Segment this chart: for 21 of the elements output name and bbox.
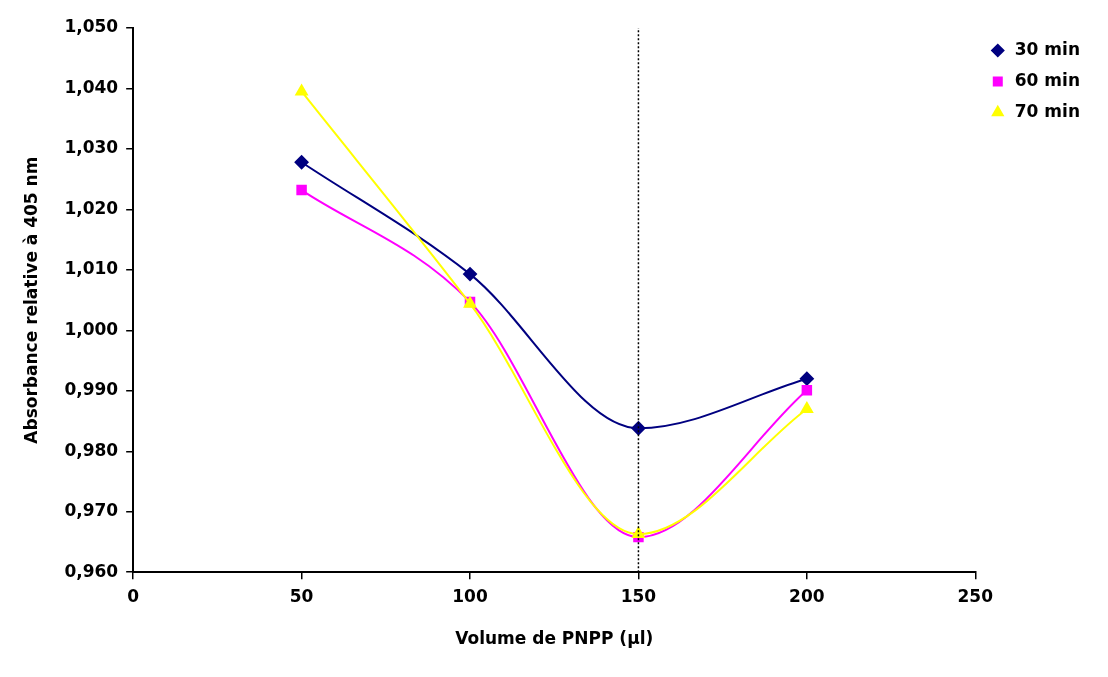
y-tick-label: 1,000 — [64, 318, 119, 339]
y-tick-label: 1,050 — [64, 16, 119, 37]
legend-label: 70 min — [1014, 100, 1081, 121]
y-tick-label: 1,030 — [64, 137, 119, 158]
x-tick-label: 150 — [620, 585, 657, 606]
y-tick-label: 1,010 — [64, 258, 119, 279]
y-tick-label: 0,990 — [64, 379, 119, 400]
legend-label: 60 min — [1014, 69, 1081, 90]
y-tick-label: 0,980 — [64, 439, 119, 460]
x-tick-label: 100 — [452, 585, 488, 606]
x-tick-label: 200 — [789, 585, 825, 606]
x-tick-label: 50 — [289, 585, 314, 606]
y-tick-label: 1,020 — [64, 197, 119, 218]
x-tick-label: 0 — [127, 585, 140, 606]
y-tick-label: 1,040 — [64, 76, 119, 97]
y-tick-label: 0,970 — [64, 500, 119, 521]
y-tick-label: 0,960 — [64, 560, 119, 581]
x-tick-label: 250 — [957, 585, 994, 606]
legend-label: 30 min — [1014, 38, 1081, 59]
y-axis-title: Absorbance relative à 405 nm — [20, 156, 41, 444]
x-axis-title: Volume de PNPP (µl) — [455, 628, 654, 649]
